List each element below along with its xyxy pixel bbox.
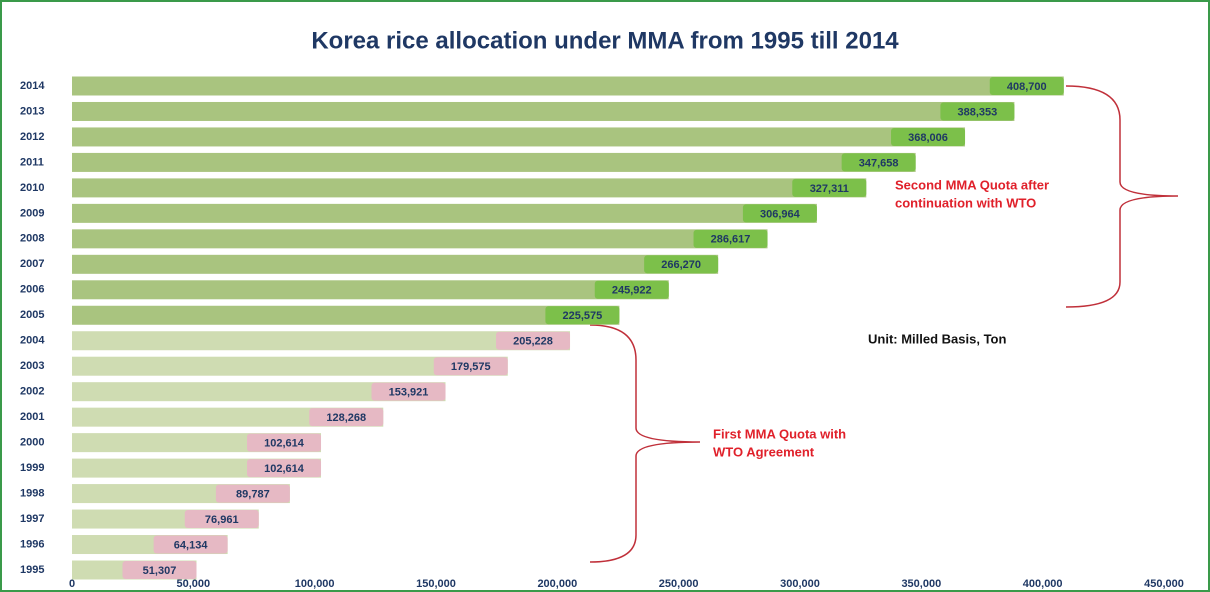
brace (1065, 85, 1179, 308)
value-label-box (644, 255, 719, 274)
y-tick-label: 2000 (20, 437, 44, 449)
value-label-box (371, 382, 446, 401)
y-tick-label: 2005 (20, 309, 44, 321)
x-tick-label: 300,000 (780, 578, 820, 590)
x-tick-label: 400,000 (1023, 578, 1063, 590)
value-label: 388,353 (958, 106, 998, 118)
x-tick-label: 250,000 (659, 578, 699, 590)
y-tick-label: 2013 (20, 105, 44, 117)
x-tick-label: 450,000 (1144, 578, 1184, 590)
y-tick-label: 1998 (20, 487, 44, 499)
value-label-box (309, 408, 384, 427)
value-label: 347,658 (859, 157, 899, 169)
value-label: 76,961 (205, 514, 239, 526)
value-label-box (247, 459, 322, 478)
y-tick-label: 2011 (20, 156, 44, 168)
chart-title: Korea rice allocation under MMA from 199… (311, 27, 899, 54)
y-tick-label: 2010 (20, 182, 44, 194)
value-label: 205,228 (513, 336, 553, 348)
y-tick-label: 2002 (20, 386, 44, 398)
y-tick-label: 2006 (20, 284, 44, 296)
value-label: 266,270 (661, 259, 701, 271)
bar (72, 101, 1015, 121)
bar (72, 305, 620, 325)
value-label: 368,006 (908, 132, 948, 144)
value-label-box (247, 433, 322, 452)
bar (72, 178, 867, 198)
annotation: First MMA Quota with (713, 426, 846, 441)
y-tick-label: 2007 (20, 258, 44, 270)
value-label-box (693, 229, 768, 248)
value-label-box (841, 153, 916, 172)
y-tick-label: 2001 (20, 411, 44, 423)
value-label-box (496, 331, 571, 350)
value-label: 225,575 (563, 310, 603, 322)
value-label-box (940, 102, 1015, 121)
value-label-box (891, 127, 966, 146)
value-label-box (989, 77, 1064, 95)
annotation: Second MMA Quota after (895, 177, 1049, 192)
y-tick-label: 2009 (20, 207, 44, 219)
bar (72, 229, 768, 249)
y-tick-label: 1996 (20, 538, 44, 550)
bar (72, 152, 916, 172)
value-label-box (545, 306, 620, 325)
bar (72, 280, 669, 300)
bar (72, 382, 446, 402)
value-label: 153,921 (389, 387, 429, 399)
x-tick-label: 100,000 (295, 578, 335, 590)
annotation: continuation with WTO (895, 195, 1036, 210)
value-label: 64,134 (174, 539, 209, 551)
y-tick-label: 1997 (20, 513, 44, 525)
value-label-box (122, 561, 197, 579)
value-label: 245,922 (612, 285, 652, 297)
y-tick-label: 1995 (20, 564, 44, 576)
value-label-box (433, 357, 508, 376)
value-label: 89,787 (236, 488, 270, 500)
value-label: 102,614 (264, 438, 305, 450)
bar (72, 254, 719, 274)
x-tick-label: 50,000 (177, 578, 211, 590)
annotation: Unit: Milled Basis, Ton (868, 331, 1006, 346)
value-label: 306,964 (760, 208, 801, 220)
y-tick-label: 1999 (20, 462, 44, 474)
y-tick-label: 2004 (20, 335, 45, 347)
y-tick-label: 2008 (20, 233, 44, 245)
value-label: 179,575 (451, 361, 491, 373)
bar (72, 127, 966, 147)
bar (72, 76, 1064, 96)
value-label: 408,700 (1007, 81, 1047, 93)
y-tick-label: 2014 (20, 80, 45, 92)
bar (72, 356, 508, 376)
y-tick-label: 2003 (20, 360, 44, 372)
value-label: 128,268 (326, 412, 366, 424)
x-tick-label: 200,000 (537, 578, 577, 590)
bar (72, 331, 571, 351)
value-label-box (215, 484, 290, 503)
value-label: 286,617 (711, 234, 751, 246)
value-label: 51,307 (143, 565, 177, 577)
annotation: WTO Agreement (713, 444, 815, 459)
value-label: 102,614 (264, 463, 305, 475)
value-label: 327,311 (810, 183, 849, 195)
value-label-box (184, 510, 259, 529)
bar (72, 407, 384, 427)
value-label-box (742, 204, 817, 223)
value-label-box (792, 178, 867, 197)
brace (589, 324, 701, 563)
bar (72, 203, 817, 223)
x-tick-label: 150,000 (416, 578, 456, 590)
x-tick-label: 350,000 (901, 578, 941, 590)
y-tick-label: 2012 (20, 131, 44, 143)
value-label-box (594, 280, 669, 299)
x-tick-label: 0 (69, 578, 75, 590)
value-label-box (153, 535, 228, 554)
